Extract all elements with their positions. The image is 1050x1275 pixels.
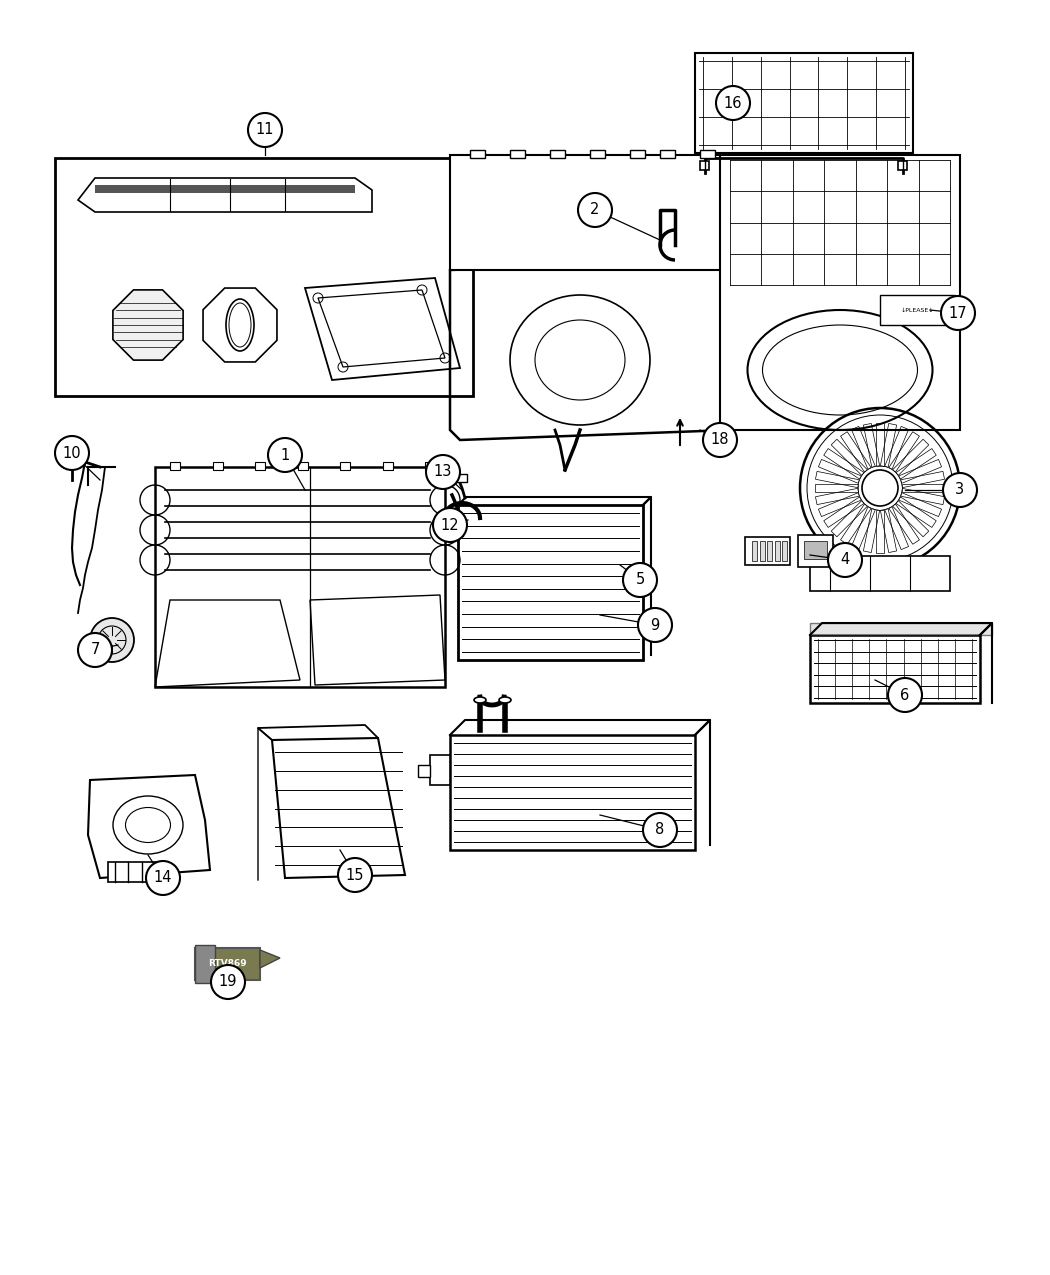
- Text: 16: 16: [723, 96, 742, 111]
- Circle shape: [941, 296, 975, 330]
- Bar: [458, 505, 643, 660]
- Circle shape: [426, 455, 460, 490]
- Text: 14: 14: [153, 871, 172, 886]
- Bar: [170, 462, 180, 470]
- Bar: [418, 765, 430, 776]
- Bar: [766, 541, 772, 561]
- Bar: [880, 295, 956, 325]
- Circle shape: [433, 507, 467, 542]
- Text: 3: 3: [956, 482, 965, 497]
- Bar: [752, 541, 757, 561]
- Polygon shape: [113, 289, 183, 360]
- Circle shape: [943, 473, 976, 507]
- Text: 9: 9: [650, 617, 659, 632]
- Circle shape: [211, 965, 245, 1000]
- Bar: [550, 150, 565, 158]
- Bar: [798, 536, 833, 567]
- Bar: [746, 537, 790, 565]
- Bar: [810, 556, 950, 592]
- Ellipse shape: [474, 697, 486, 703]
- Circle shape: [268, 439, 302, 472]
- Text: 5: 5: [635, 572, 645, 588]
- Bar: [455, 474, 467, 482]
- Bar: [94, 185, 355, 193]
- Circle shape: [623, 564, 657, 597]
- Text: 2: 2: [590, 203, 600, 218]
- Circle shape: [862, 470, 898, 506]
- Bar: [382, 462, 393, 470]
- Bar: [470, 150, 485, 158]
- Text: RTV869: RTV869: [208, 960, 247, 969]
- Bar: [340, 462, 350, 470]
- Bar: [450, 734, 695, 850]
- Bar: [108, 862, 168, 882]
- Circle shape: [55, 436, 89, 470]
- Text: 12: 12: [441, 518, 459, 533]
- Bar: [297, 462, 308, 470]
- Bar: [720, 156, 960, 430]
- Bar: [630, 150, 645, 158]
- Text: 15: 15: [345, 867, 364, 882]
- Bar: [700, 150, 715, 158]
- Bar: [195, 945, 215, 983]
- Bar: [212, 462, 223, 470]
- Text: 6: 6: [901, 687, 909, 703]
- Circle shape: [90, 618, 134, 662]
- Circle shape: [78, 632, 112, 667]
- Circle shape: [338, 858, 372, 892]
- Text: 1: 1: [280, 448, 290, 463]
- Bar: [590, 150, 605, 158]
- Polygon shape: [260, 950, 280, 968]
- Circle shape: [146, 861, 180, 895]
- Circle shape: [643, 813, 677, 847]
- Circle shape: [704, 423, 737, 456]
- Circle shape: [578, 193, 612, 227]
- Text: ↓PLEASE↓: ↓PLEASE↓: [900, 307, 933, 312]
- Circle shape: [828, 543, 862, 578]
- Circle shape: [248, 113, 282, 147]
- Text: 13: 13: [434, 464, 453, 479]
- Bar: [759, 541, 764, 561]
- Bar: [430, 755, 450, 785]
- Bar: [450, 156, 730, 270]
- Bar: [775, 541, 779, 561]
- Circle shape: [888, 678, 922, 711]
- Bar: [255, 462, 265, 470]
- Bar: [55, 158, 472, 397]
- Bar: [155, 467, 445, 687]
- Bar: [510, 150, 525, 158]
- Bar: [195, 949, 260, 980]
- Bar: [695, 54, 914, 153]
- Bar: [425, 462, 435, 470]
- Bar: [810, 635, 980, 703]
- Bar: [804, 541, 827, 558]
- Ellipse shape: [499, 697, 511, 703]
- Circle shape: [638, 608, 672, 643]
- Text: 11: 11: [256, 122, 274, 138]
- Text: 7: 7: [90, 643, 100, 658]
- Circle shape: [716, 85, 750, 120]
- Text: 8: 8: [655, 822, 665, 838]
- Text: 4: 4: [840, 552, 849, 567]
- Bar: [782, 541, 788, 561]
- Text: 19: 19: [218, 974, 237, 989]
- Text: 17: 17: [949, 306, 967, 320]
- Text: 10: 10: [63, 445, 81, 460]
- Bar: [898, 161, 907, 170]
- Bar: [660, 150, 675, 158]
- Bar: [700, 161, 709, 170]
- Bar: [810, 623, 992, 635]
- Text: 18: 18: [711, 432, 730, 448]
